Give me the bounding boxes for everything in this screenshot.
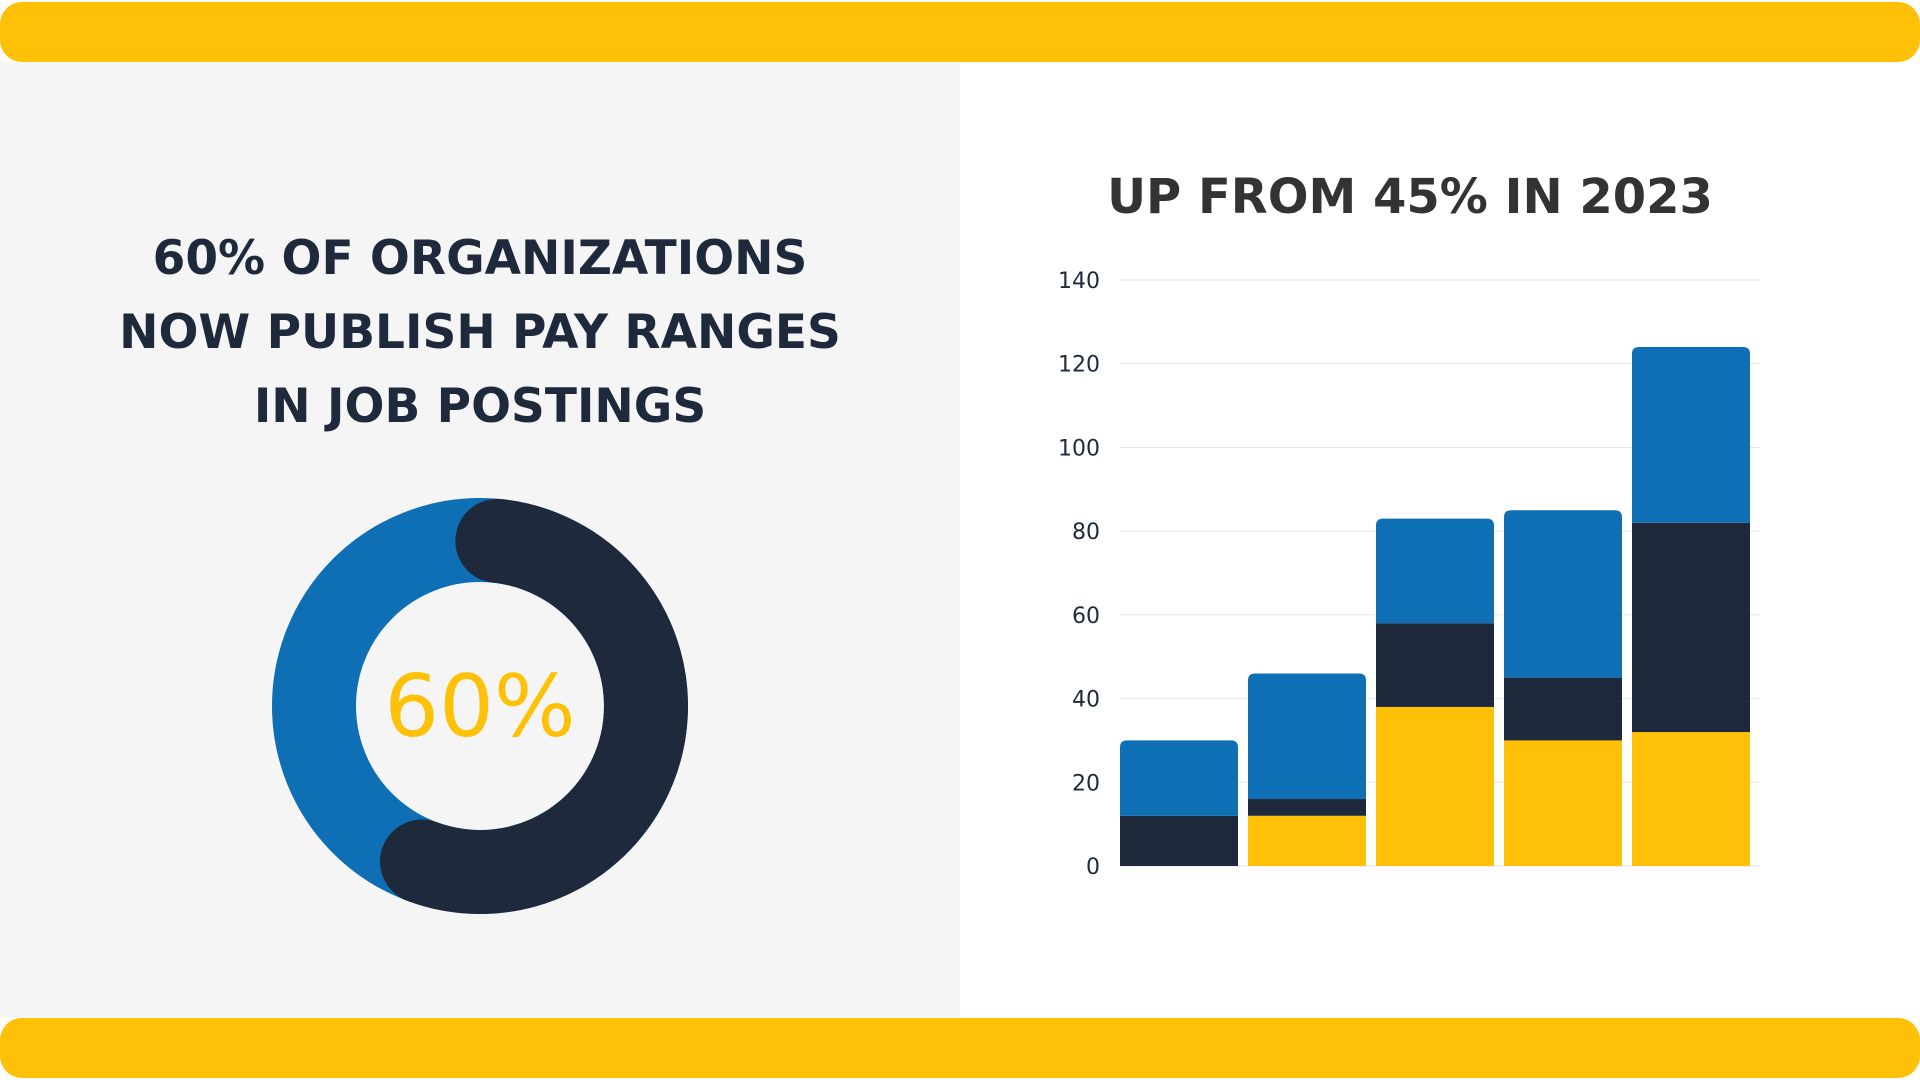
y-tick-label: 60: [1072, 604, 1100, 629]
bar-segment-3: [1632, 346, 1750, 523]
y-tick-label: 20: [1072, 771, 1100, 796]
donut-value-segment: [272, 498, 688, 914]
bottom-accent-bar: [0, 1018, 1920, 1078]
bar-segment-1: [1632, 732, 1750, 866]
bar-segment-2: [1376, 623, 1494, 707]
y-tick-label: 100: [1058, 436, 1100, 461]
bar-segment-2: [1632, 522, 1750, 733]
bar-segment-3: [1120, 740, 1238, 816]
y-tick-label: 140: [1058, 269, 1100, 294]
chart-title: UP FROM 45% IN 2023: [1107, 169, 1713, 225]
top-accent-bar: [0, 2, 1920, 62]
bar-segment-3: [1376, 518, 1494, 624]
y-tick-label: 40: [1072, 688, 1100, 713]
y-tick-label: 0: [1086, 855, 1100, 880]
y-tick-label: 80: [1072, 520, 1100, 545]
main-heading: 60% OF ORGANIZATIONS NOW PUBLISH PAY RAN…: [80, 222, 880, 444]
bar-segment-1: [1504, 740, 1622, 866]
bar-segment-3: [1248, 673, 1366, 800]
main-heading-line-2: NOW PUBLISH PAY RANGES: [119, 305, 841, 360]
bar-segment-2: [1248, 799, 1366, 816]
left-panel: 60% OF ORGANIZATIONS NOW PUBLISH PAY RAN…: [0, 62, 960, 1017]
donut-chart: 60%: [272, 498, 688, 914]
y-tick-label: 120: [1058, 353, 1100, 378]
stacked-bar-chart: 0 20 40 60 80 100 120 140: [1058, 269, 1760, 880]
bar-segment-1: [1376, 706, 1494, 866]
bar-segment-2: [1504, 677, 1622, 741]
bar-segment-1: [1248, 815, 1366, 866]
bar-segment-3: [1504, 510, 1622, 678]
main-heading-line-3: IN JOB POSTINGS: [253, 379, 707, 434]
bar-segment-2: [1120, 815, 1238, 866]
main-heading-line-1: 60% OF ORGANIZATIONS: [152, 231, 808, 286]
donut-center-label: 60%: [384, 657, 575, 757]
